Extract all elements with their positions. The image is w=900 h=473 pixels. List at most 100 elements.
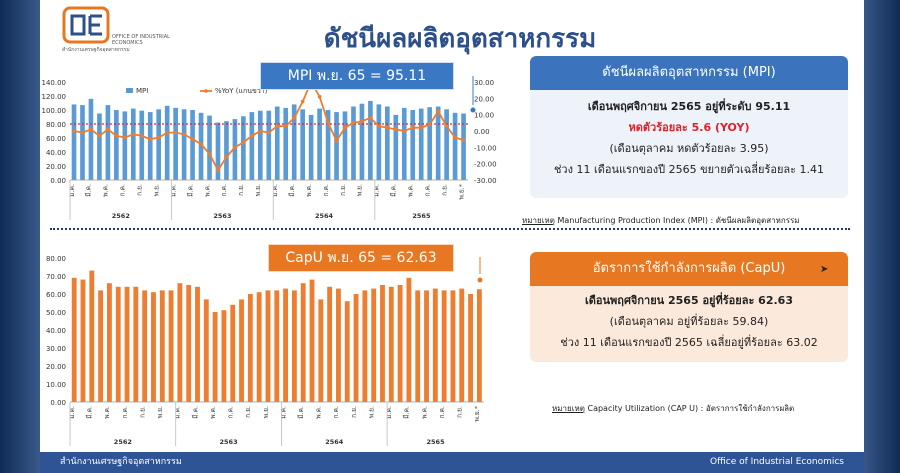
- capu-bar: [450, 290, 456, 402]
- capu-bar: [441, 290, 447, 402]
- mpi-month-label: มี.ค.: [390, 184, 398, 197]
- mpi-yoy-point: [216, 168, 220, 172]
- mpi-yoy-point: [131, 132, 136, 137]
- mpi-summary-box: ดัชนีผลผลิตอุตสาหกรรม (MPI) เดือนพฤศจิกา…: [530, 56, 848, 198]
- capu-y-tick: 70.00: [46, 273, 66, 281]
- mpi-yoy-point: [300, 99, 305, 104]
- mpi-month-label: ก.ค.: [423, 184, 431, 196]
- capu-month-label: พ.ย.*: [473, 405, 481, 421]
- capu-bar: [212, 312, 218, 402]
- mpi-bar: [241, 116, 246, 180]
- mpi-bar: [130, 108, 136, 180]
- mpi-yoy-point: [165, 130, 169, 135]
- yoy-legend-label: %YoY (แกนขวา): [215, 87, 268, 95]
- mpi-bar: [291, 104, 297, 180]
- capu-month-label: พ.ค.: [315, 406, 323, 419]
- mpi-yoy-point: [351, 121, 356, 125]
- mpi-yoy-point: [436, 109, 440, 114]
- mpi-month-label: มี.ค.: [288, 184, 296, 197]
- capu-bar: [195, 286, 200, 402]
- capu-bar: [362, 290, 368, 402]
- mpi-bar: [156, 109, 162, 180]
- capu-bar: [151, 292, 156, 402]
- capu-year-label: 2562: [114, 438, 132, 446]
- mpi-yoy-point: [283, 124, 288, 128]
- mpi-yoy-point: [233, 145, 237, 150]
- capu-month-label: ก.ค.: [121, 406, 129, 418]
- capu-callout: CapU พ.ย. 65 = 62.63: [268, 244, 454, 272]
- mpi-year-label: 2565: [412, 212, 431, 220]
- mpi-y-tick: 60.00: [46, 135, 66, 143]
- background-edge-right: [862, 0, 900, 473]
- mpi-y-right-tick: 30.00: [474, 79, 494, 87]
- mpi-yoy-point: [224, 155, 229, 159]
- capu-bar: [415, 290, 421, 402]
- mpi-bar: [80, 105, 85, 180]
- mpi-summary-header: ดัชนีผลผลิตอุตสาหกรรม (MPI): [530, 56, 848, 90]
- mpi-bar: [461, 113, 466, 180]
- capu-summary-prev: (เดือนตุลาคม อยู่ที่ร้อยละ 59.84): [609, 315, 769, 328]
- capu-month-label: มี.ค.: [86, 406, 94, 419]
- mpi-bar: [139, 110, 145, 180]
- capu-y-tick: 60.00: [46, 291, 66, 299]
- mpi-month-label: ก.ค.: [322, 184, 330, 196]
- mpi-bar: [325, 110, 331, 180]
- capu-bar: [380, 285, 385, 402]
- mpi-note-text: Manufacturing Production Index (MPI) : ด…: [554, 216, 800, 225]
- capu-month-label: ก.ย.: [244, 406, 252, 418]
- capu-bar: [353, 294, 359, 402]
- logo-subtitle-th: สำนักงานเศรษฐกิจอุตสาหกรรม: [62, 47, 130, 53]
- capu-bar: [230, 304, 236, 402]
- footer-org-en: Office of Industrial Economics: [710, 457, 844, 467]
- mpi-yoy-point: [80, 130, 85, 135]
- mpi-yoy-point: [368, 116, 373, 120]
- capu-summary-ytd: ช่วง 11 เดือนแรกของปี 2565 เฉลี่ยอยู่ที่…: [560, 336, 818, 349]
- logo-subtitle-en: OFFICE OF INDUSTRIAL ECONOMICS: [112, 34, 170, 46]
- mpi-y-tick: 40.00: [46, 149, 66, 157]
- mpi-bar: [232, 119, 238, 180]
- capu-month-label: ก.ย.: [456, 406, 464, 418]
- background-edge-left: [0, 0, 40, 473]
- capu-year-label: 2564: [325, 438, 344, 446]
- capu-bar: [256, 292, 262, 402]
- mpi-yoy-point: [317, 94, 322, 99]
- mpi-yoy-point: [402, 129, 407, 133]
- capu-y-tick: 20.00: [46, 363, 66, 371]
- mpi-yoy-point: [250, 134, 254, 138]
- mpi-yoy-point: [139, 134, 144, 138]
- capu-bar: [265, 290, 271, 402]
- capu-month-label: ม.ค.: [279, 406, 287, 419]
- capu-bar: [300, 283, 306, 402]
- capu-y-tick: 80.00: [46, 255, 66, 263]
- mpi-bar: [368, 100, 373, 180]
- mpi-bar: [308, 114, 314, 180]
- mpi-yoy-point: [148, 137, 153, 141]
- mpi-month-label: ก.ย.: [237, 184, 245, 196]
- mpi-bar: [173, 107, 178, 180]
- mpi-month-label: ม.ค.: [68, 184, 76, 197]
- mpi-yoy-point: [343, 125, 347, 130]
- capu-bar: [459, 288, 465, 402]
- mpi-legend-swatch: [126, 88, 133, 93]
- capu-month-label: ก.ค.: [227, 406, 235, 418]
- mpi-yoy-point: [427, 122, 432, 127]
- mpi-yoy-point: [156, 135, 161, 140]
- capu-month-label: พ.ค.: [420, 406, 428, 419]
- capu-year-label: 2563: [220, 438, 238, 446]
- capu-month-label: ก.ค.: [438, 406, 446, 418]
- mpi-yoy-point: [360, 119, 364, 123]
- mpi-bar: [88, 98, 94, 180]
- mpi-yoy-point: [123, 135, 127, 140]
- capu-bar: [388, 286, 394, 402]
- capu-bar: [98, 290, 104, 402]
- capu-bar: [309, 279, 315, 402]
- mpi-y-tick: 20.00: [46, 163, 66, 171]
- page-title: ดัชนีผลผลิตอุตสาหกรรม: [323, 24, 597, 54]
- mpi-year-label: 2563: [213, 212, 231, 220]
- mpi-y-tick: 140.00: [42, 79, 67, 87]
- capu-month-label: พ.ค.: [103, 406, 111, 419]
- mpi-yoy-point: [461, 138, 466, 142]
- mpi-bar: [147, 112, 153, 180]
- mpi-bar: [435, 106, 441, 180]
- capu-bar: [424, 290, 429, 402]
